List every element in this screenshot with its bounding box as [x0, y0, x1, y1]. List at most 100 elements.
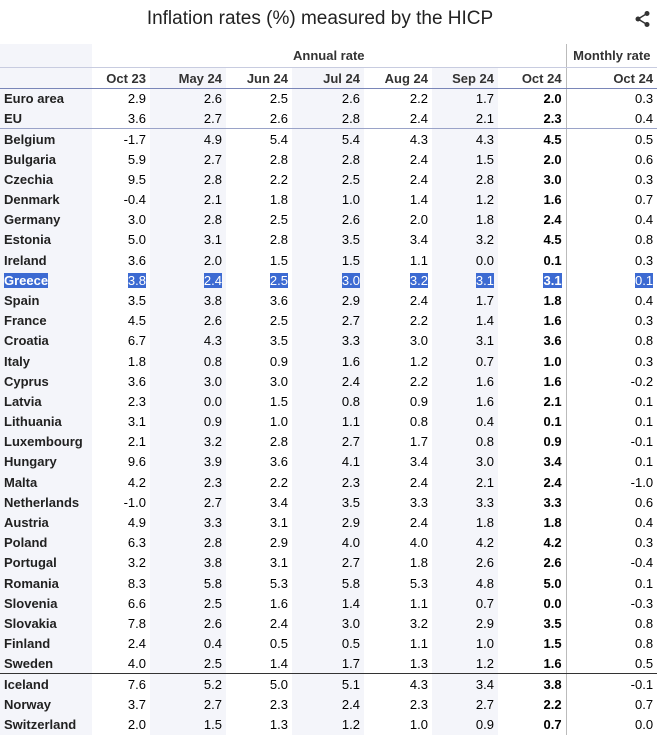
cell: 0.5 [565, 653, 657, 675]
column-header: May 24 [150, 67, 226, 89]
cell: 3.3 [498, 492, 566, 512]
country-name: Denmark [4, 192, 60, 208]
cell: 1.0 [226, 412, 292, 432]
rate-value: 3.3 [543, 494, 562, 510]
rate-value: 2.3 [543, 111, 562, 127]
rate-value: 1.2 [475, 656, 494, 672]
row-label: Italy [0, 350, 92, 372]
rate-value: 0.3 [634, 313, 654, 329]
cell: 2.6 [150, 88, 226, 109]
cell: 3.0 [292, 613, 364, 634]
cell: 2.9 [92, 89, 150, 109]
cell: 1.0 [498, 351, 566, 371]
table-row: Bulgaria 5.9 2.7 2.8 2.8 2.4 1.5 2.0 0.6 [0, 149, 657, 170]
rate-value: 2.0 [203, 252, 222, 268]
rate-value: 0.9 [409, 393, 428, 409]
cell: 1.4 [364, 189, 432, 209]
country-name: Spain [4, 292, 40, 308]
rate-value: 2.5 [203, 656, 222, 672]
column-header: Oct 24 [565, 67, 657, 89]
cell: 2.6 [292, 209, 364, 230]
rate-value: 0.8 [475, 434, 494, 450]
cell: 3.5 [226, 331, 292, 351]
cell: 2.0 [498, 89, 566, 109]
rate-value: 3.1 [269, 515, 288, 531]
rate-value: 1.8 [543, 292, 562, 308]
rate-value: 3.3 [475, 494, 494, 510]
rate-value: 1.5 [475, 151, 494, 167]
cell: 0.4 [565, 209, 657, 230]
row-label: Belgium [0, 128, 92, 150]
cell: 2.4 [498, 472, 566, 492]
cell: 1.6 [498, 653, 567, 675]
row-label: Denmark [0, 189, 92, 210]
rate-value: 4.1 [341, 454, 360, 470]
rate-value: 2.0 [543, 91, 562, 107]
rate-value: 3.5 [341, 232, 360, 248]
cell: 0.3 [565, 310, 657, 331]
row-label: Cyprus [0, 371, 92, 392]
cell: 2.6 [498, 553, 566, 573]
table-row: Denmark -0.4 2.1 1.8 1.0 1.4 1.2 1.6 0.7 [0, 189, 657, 210]
rate-value: 0.3 [634, 252, 654, 268]
cell: 1.4 [292, 593, 364, 614]
country-name: Sweden [4, 656, 54, 672]
table-row: Cyprus 3.6 3.0 3.0 2.4 2.2 1.6 1.6 -0.2 [0, 371, 657, 392]
rate-value: 2.0 [127, 716, 146, 732]
rate-value: 0.1 [634, 393, 654, 409]
rate-value: 2.5 [269, 272, 288, 288]
rate-value: 2.4 [127, 636, 146, 652]
column-header: Sep 24 [432, 67, 498, 89]
rate-value: 3.9 [203, 454, 222, 470]
table-row: Sweden 4.0 2.5 1.4 1.7 1.3 1.2 1.6 0.5 [0, 653, 657, 675]
rate-value: 2.9 [127, 91, 146, 107]
cell: 4.3 [150, 330, 226, 351]
cell: 1.0 [364, 714, 432, 734]
cell: 0.1 [565, 411, 657, 432]
country-name: Switzerland [4, 716, 77, 732]
cell: 1.6 [292, 350, 364, 372]
cell: 5.1 [292, 673, 364, 695]
rate-value: 5.0 [543, 575, 562, 591]
cell: 4.2 [92, 472, 150, 492]
table-row: EU 3.6 2.7 2.6 2.8 2.4 2.1 2.3 0.4 [0, 108, 657, 130]
country-name: Austria [4, 515, 49, 531]
rate-value: 0.1 [634, 414, 654, 430]
rate-value: 2.2 [409, 373, 428, 389]
cell: 0.3 [565, 532, 657, 553]
cell: 3.8 [150, 290, 226, 311]
cell: 1.7 [432, 290, 498, 311]
cell: 1.8 [92, 351, 150, 371]
share-icon[interactable] [634, 10, 652, 28]
cell: 1.6 [432, 391, 498, 412]
rate-value: 3.0 [203, 373, 222, 389]
rate-value: 0.3 [634, 171, 654, 187]
row-label: Germany [0, 209, 92, 230]
cell: 1.4 [432, 310, 498, 331]
cell: 0.4 [565, 290, 657, 311]
cell: 2.8 [432, 169, 498, 190]
cell: 2.5 [226, 270, 292, 290]
cell: 4.1 [292, 451, 364, 473]
rate-value: 4.3 [475, 131, 494, 147]
rate-value: 0.4 [203, 636, 222, 652]
cell: 1.8 [498, 512, 566, 532]
cell: 3.1 [432, 270, 498, 291]
rate-value: 1.1 [409, 595, 428, 611]
cell: 3.6 [498, 331, 566, 351]
cell: 4.0 [92, 653, 150, 675]
group-header: Annual rate [92, 44, 567, 68]
rate-value: 2.4 [543, 474, 562, 490]
cell: 3.5 [92, 290, 150, 310]
rate-value: 3.2 [409, 615, 428, 631]
rate-value: 1.4 [269, 656, 288, 672]
rate-value: 5.0 [269, 676, 288, 692]
cell: 3.2 [150, 431, 226, 452]
rate-value: 0.4 [475, 414, 494, 430]
rate-value: 0.5 [269, 636, 288, 652]
rate-value: 2.1 [475, 111, 494, 127]
table-row: Czechia 9.5 2.8 2.2 2.5 2.4 2.8 3.0 0.3 [0, 169, 657, 190]
cell: 7.8 [92, 613, 150, 633]
cell: 2.0 [92, 714, 150, 734]
rate-value: 2.1 [127, 434, 146, 450]
